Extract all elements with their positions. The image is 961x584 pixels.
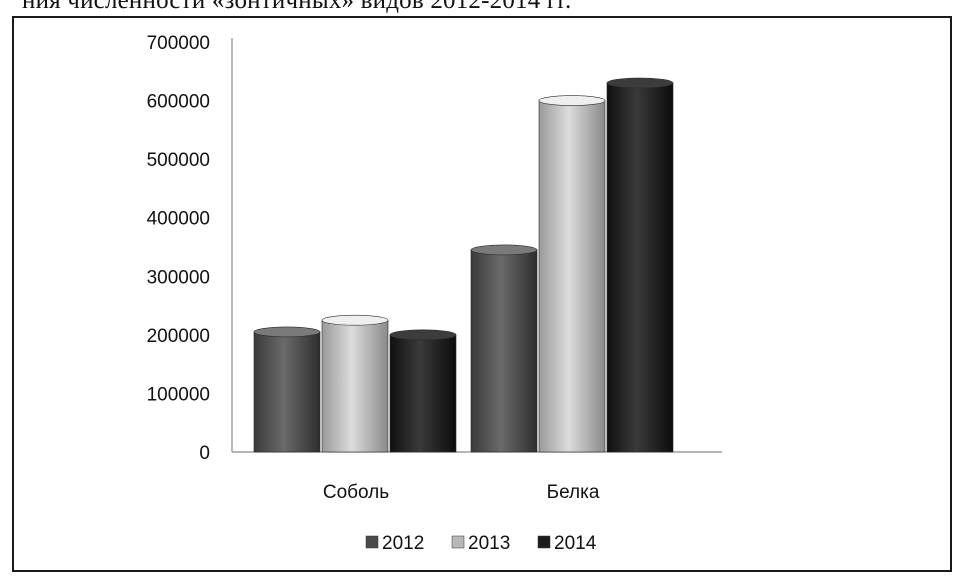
- bar-cap-2012-1: [470, 244, 538, 256]
- bar-2012-0: [253, 331, 321, 453]
- bar-2013-0: [321, 319, 389, 453]
- bar-cap-2014-0: [389, 329, 457, 341]
- y-tick-label: 600000: [147, 92, 210, 113]
- category-label: Белка: [547, 482, 600, 503]
- bar-2012-1: [470, 249, 538, 453]
- bar-cap-2012-0: [253, 326, 321, 338]
- y-tick-label: 0: [199, 443, 210, 464]
- bars-layer: [253, 77, 674, 453]
- y-tick-label: 100000: [147, 384, 210, 405]
- chart-legend: 2012 2013 2014: [365, 533, 597, 554]
- legend-swatch-2014: [537, 535, 551, 549]
- bar-cap-2013-1: [538, 95, 606, 106]
- legend-label: 2013: [468, 533, 510, 554]
- y-tick-label: 700000: [147, 33, 210, 54]
- y-tick-label: 300000: [147, 267, 210, 288]
- labels-layer: 0 100000 200000 300000 400000 500000 600000 700…: [147, 33, 600, 503]
- y-tick-label: 500000: [147, 150, 210, 171]
- legend-swatch-2012: [365, 535, 379, 549]
- bar-cap-2014-1: [606, 77, 674, 89]
- y-tick-label: 200000: [147, 326, 210, 347]
- legend-label: 2014: [554, 533, 597, 554]
- y-tick-label: 400000: [147, 209, 210, 230]
- bar-2014-1: [606, 82, 674, 453]
- bar-2014-0: [389, 334, 457, 453]
- legend-swatch-2013: [451, 535, 465, 549]
- legend-label: 2012: [382, 533, 424, 554]
- page-caption: ния численности «зонтичных» видов 2012-2…: [22, 0, 572, 14]
- bar-2013-1: [538, 100, 606, 453]
- bar-cap-2013-0: [321, 314, 389, 326]
- category-label: Соболь: [323, 482, 389, 503]
